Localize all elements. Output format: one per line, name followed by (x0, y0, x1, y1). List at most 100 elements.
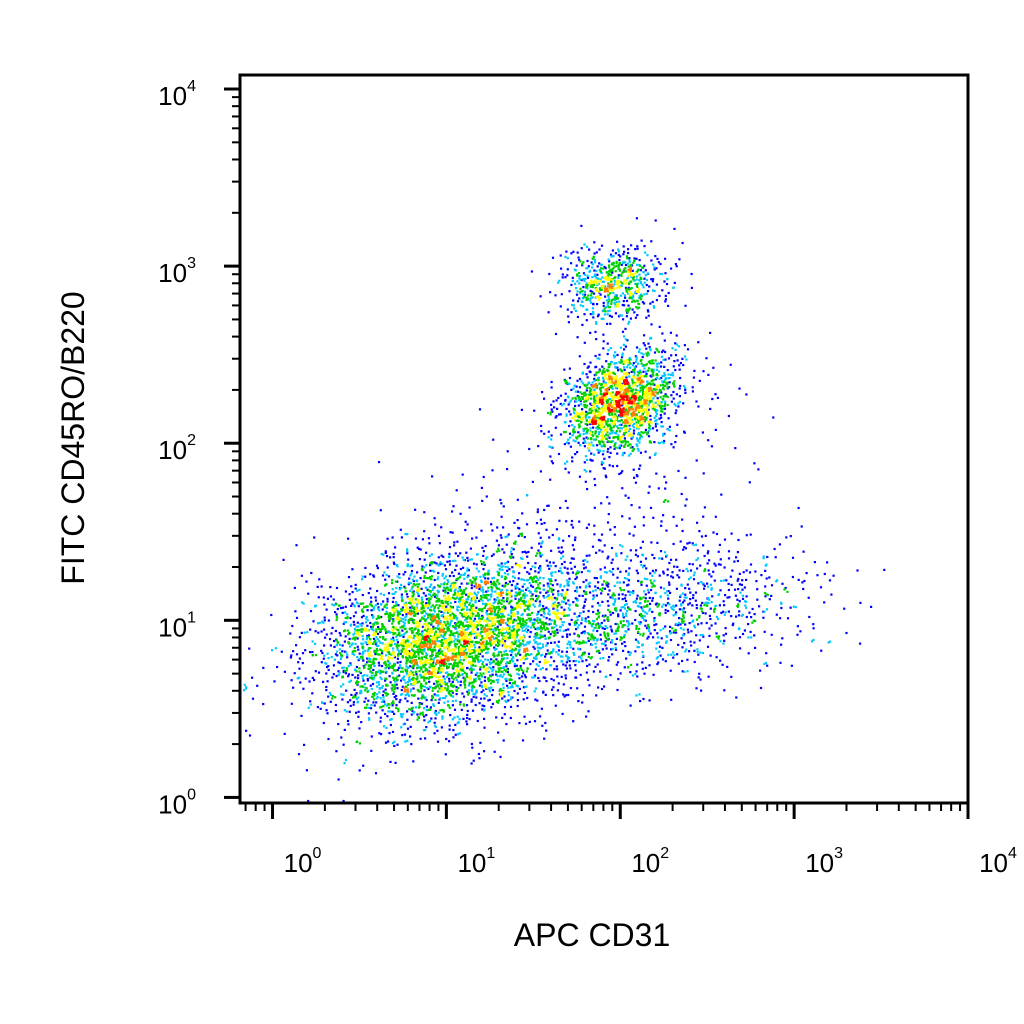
event-dot (335, 586, 339, 590)
event-dot (577, 390, 580, 393)
event-dot (547, 612, 550, 615)
event-dot (451, 510, 454, 513)
event-dot (510, 651, 514, 654)
event-dot (673, 380, 676, 383)
event-dot (428, 641, 431, 644)
event-dot (497, 602, 500, 605)
event-dot (618, 472, 621, 476)
event-dot (668, 581, 671, 584)
event-dot (525, 622, 528, 625)
event-dot (595, 371, 598, 374)
event-dot (665, 641, 668, 644)
event-dot (423, 679, 426, 682)
event-dot (653, 383, 656, 386)
event-dot (429, 569, 432, 572)
event-dot (270, 613, 273, 617)
event-dot (522, 698, 525, 701)
event-dot (392, 636, 395, 639)
event-dot (633, 368, 636, 371)
event-dot (444, 687, 447, 690)
event-dot (565, 654, 568, 657)
event-dot (628, 357, 631, 360)
event-dot (685, 648, 688, 651)
event-dot (585, 579, 588, 582)
event-dot (660, 361, 663, 364)
event-dot (779, 617, 782, 620)
event-dot (541, 653, 544, 656)
event-dot (749, 563, 753, 566)
event-dot (625, 657, 628, 660)
event-dot (512, 548, 515, 551)
event-dot (352, 695, 356, 698)
event-dot (544, 721, 547, 725)
event-dot (561, 550, 565, 553)
event-dot (760, 574, 763, 577)
event-dot (388, 675, 391, 678)
event-dot (495, 637, 498, 640)
event-dot (696, 521, 699, 524)
event-dot (482, 575, 485, 578)
event-dot (377, 607, 380, 610)
event-dot (311, 654, 314, 657)
event-dot (632, 295, 635, 299)
event-dot (386, 597, 389, 600)
event-dot (320, 620, 324, 623)
event-dot (563, 695, 566, 698)
event-dot (546, 564, 549, 567)
event-dot (403, 585, 406, 588)
event-dot (393, 626, 396, 629)
event-dot (533, 676, 536, 679)
event-dot (754, 646, 757, 649)
event-dot (611, 271, 614, 274)
event-dot (538, 542, 541, 545)
event-dot (634, 316, 637, 319)
event-dot (532, 603, 535, 606)
event-dot (538, 647, 541, 650)
event-dot (604, 644, 607, 647)
event-dot (633, 257, 636, 260)
event-dot (593, 259, 596, 262)
event-dot (372, 642, 375, 645)
event-dot (387, 740, 390, 743)
event-dot (604, 474, 607, 477)
event-dot (450, 690, 453, 693)
event-dot (361, 575, 364, 578)
event-dot (663, 365, 666, 368)
event-dot (464, 572, 467, 575)
event-dot (304, 649, 307, 652)
event-dot (587, 652, 591, 655)
event-dot (650, 336, 653, 340)
event-dot (629, 317, 632, 320)
event-dot (511, 566, 514, 569)
event-dot (549, 577, 552, 581)
event-dot (569, 561, 572, 564)
event-dot (741, 597, 745, 600)
event-dot (437, 564, 441, 567)
event-dot (684, 593, 687, 596)
event-dot (674, 348, 677, 351)
event-dot (375, 628, 378, 631)
event-dot (429, 593, 432, 596)
event-dot (506, 597, 509, 600)
event-dot (576, 273, 579, 276)
event-dot (622, 421, 625, 424)
event-dot (791, 575, 794, 579)
event-dot (501, 613, 504, 616)
event-dot (424, 594, 427, 597)
event-dot (651, 553, 654, 556)
event-dot (346, 653, 349, 656)
event-dot (435, 694, 438, 697)
event-dot (441, 717, 444, 720)
event-dot (609, 528, 612, 531)
event-dot (610, 315, 613, 318)
event-dot (437, 680, 441, 683)
event-dot (560, 293, 563, 296)
event-dot (709, 331, 712, 334)
event-dot (613, 372, 617, 376)
event-dot (396, 743, 399, 746)
event-dot (588, 581, 591, 584)
event-dot (631, 674, 634, 677)
event-dot (666, 428, 670, 431)
event-dot (400, 597, 403, 600)
event-dot (480, 596, 483, 599)
